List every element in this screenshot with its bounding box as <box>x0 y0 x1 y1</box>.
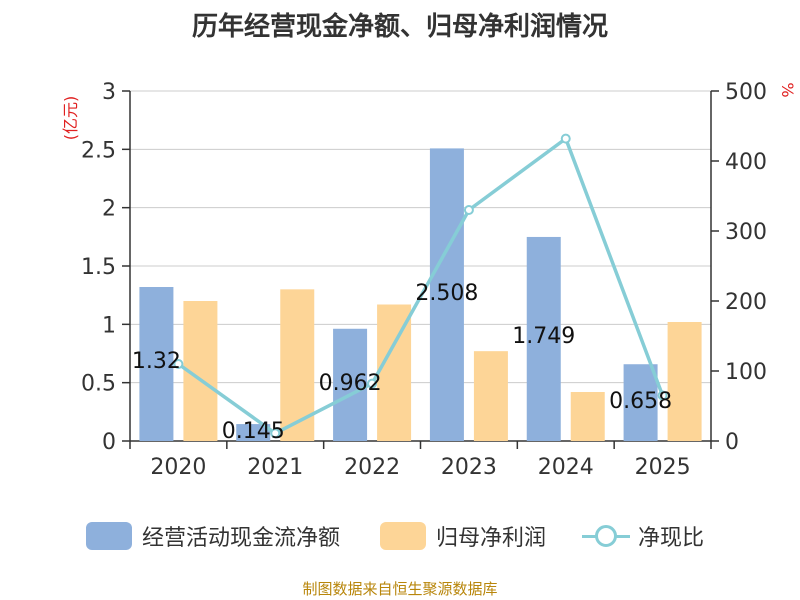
bar-cashflow <box>429 148 464 441</box>
source-note: 制图数据来自恒生聚源数据库 <box>302 580 498 598</box>
point-ratio <box>463 205 474 215</box>
left-axis-tick-label: 0 <box>102 430 116 455</box>
left-axis-tick-label: 1.5 <box>81 255 116 280</box>
legend-item-cashflow[interactable]: 经营活动现金流净额 <box>86 518 340 554</box>
line-ratio <box>177 136 665 436</box>
left-axis-tick-label: 2 <box>102 197 116 222</box>
left-axis-tick-label: 3 <box>102 80 116 105</box>
legend-label-cashflow: 经营活动现金流净额 <box>142 526 341 551</box>
point-ratio <box>560 133 571 144</box>
right-axis-tick-label: 200 <box>725 290 767 315</box>
point-ratio <box>270 428 281 439</box>
legend-label-net-profit: 归母净利润 <box>436 526 547 551</box>
x-axis-tick-label: 2024 <box>538 455 594 480</box>
right-axis-unit: % <box>778 82 797 97</box>
bar-net-profit <box>667 322 702 441</box>
legend: 经营活动现金流净额 归母净利润 净现比 <box>0 518 800 554</box>
right-axis-tick-label: 400 <box>725 150 767 175</box>
x-axis-tick-label: 2023 <box>441 455 497 480</box>
data-label-cashflow: 0.145 <box>222 419 285 444</box>
legend-item-ratio[interactable]: 净现比 <box>582 518 704 554</box>
chart-title: 历年经营现金净额、归母净利润情况 <box>191 12 608 42</box>
legend-swatch-net-profit <box>380 522 426 550</box>
bar-cashflow <box>236 424 271 441</box>
legend-item-net-profit[interactable]: 归母净利润 <box>380 518 546 554</box>
right-axis-tick-label: 300 <box>725 220 767 245</box>
bar-cashflow <box>526 236 561 441</box>
legend-swatch-ratio <box>582 522 630 550</box>
left-axis-tick-label: 1 <box>102 313 116 338</box>
data-label-cashflow: 2.508 <box>415 281 478 306</box>
legend-label-ratio: 净现比 <box>638 526 705 551</box>
bar-net-profit <box>570 392 605 441</box>
x-axis-tick-label: 2020 <box>150 455 206 480</box>
right-axis-tick-label: 500 <box>725 80 767 105</box>
bar-net-profit <box>280 289 315 441</box>
legend-swatch-cashflow <box>86 522 132 550</box>
right-axis-tick-label: 100 <box>725 360 767 385</box>
data-label-cashflow: 0.962 <box>319 371 382 396</box>
left-axis-tick-label: 2.5 <box>81 138 116 163</box>
bar-cashflow <box>623 364 658 441</box>
right-axis-tick-label: 0 <box>725 430 739 455</box>
data-label-cashflow: 1.749 <box>512 324 575 349</box>
x-axis-tick-label: 2025 <box>635 455 691 480</box>
x-axis-tick-label: 2021 <box>247 455 303 480</box>
bar-cashflow <box>139 287 174 441</box>
bar-net-profit <box>473 351 508 441</box>
data-label-cashflow: 1.32 <box>132 349 181 374</box>
data-label-cashflow: 0.658 <box>609 389 672 414</box>
chart-plot: 0 0.5 1 1.5 2 2.5 3 0 100 200 300 400 500 (亿元)% 2020 20… <box>61 80 797 480</box>
left-axis-tick-label: 0.5 <box>81 372 116 397</box>
point-ratio <box>367 378 378 389</box>
bar-cashflow <box>333 328 368 441</box>
point-ratio <box>657 390 668 401</box>
x-axis-tick-label: 2022 <box>344 455 400 480</box>
point-ratio <box>173 359 184 369</box>
left-axis-unit: (亿元) <box>61 96 80 141</box>
